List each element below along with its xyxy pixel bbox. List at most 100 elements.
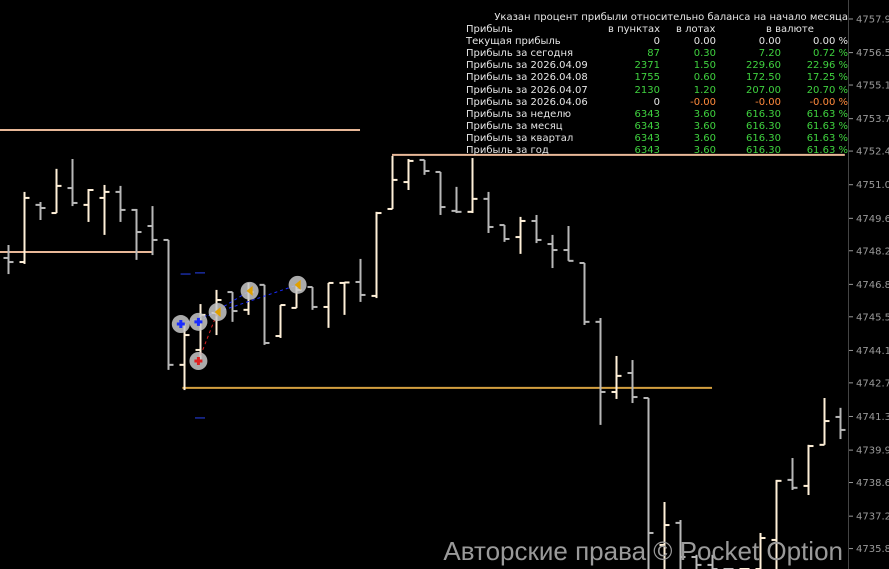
row-lots: 0.00 <box>693 36 716 48</box>
ohlc-bar <box>435 170 446 215</box>
close-arrow-icon <box>294 279 301 290</box>
ohlc-bar <box>515 216 526 254</box>
row-percent: 17.25 % <box>806 72 848 84</box>
row-label: Прибыль за 2026.04.07 <box>466 84 588 96</box>
ohlc-bar <box>179 324 190 391</box>
ohlc-bar <box>659 501 670 569</box>
profit-row: Прибыль за сегодня 87 0.30 7.20 0.72 % <box>466 48 850 60</box>
row-points: 6343 <box>634 108 660 120</box>
y-tick-label: 4735.85 <box>856 544 889 555</box>
y-tick-label: 4751.00 <box>856 180 889 191</box>
ohlc-bar <box>147 206 158 256</box>
close-arrow-icon <box>246 285 253 296</box>
row-points: 0 <box>653 36 660 48</box>
header-lots: в лотах <box>676 24 716 36</box>
ohlc-bar <box>371 211 382 299</box>
row-percent: 61.63 % <box>806 108 848 120</box>
ohlc-bar <box>115 185 126 222</box>
ohlc-bar <box>467 158 478 214</box>
profit-row: Прибыль за неделю 6343 3.60 616.30 61.63 % <box>466 109 850 121</box>
row-label: Прибыль за месяц <box>466 120 563 132</box>
row-label: Прибыль за 2026.04.06 <box>466 96 588 108</box>
ohlc-bar <box>691 554 702 569</box>
trade-connector <box>217 284 298 313</box>
row-label: Прибыль за неделю <box>466 108 572 120</box>
row-currency: 229.60 <box>746 60 781 72</box>
row-percent: -0.00 % <box>809 96 848 108</box>
ohlc-bar <box>99 184 110 235</box>
row-label: Прибыль за 2026.04.09 <box>466 60 588 72</box>
ohlc-bar <box>3 244 14 275</box>
row-currency: 616.30 <box>746 120 781 132</box>
row-lots: 1.20 <box>693 84 716 96</box>
ohlc-bar <box>131 208 142 260</box>
profit-row: Прибыль за 2026.04.06 0 -0.00 -0.00 -0.00 % <box>466 97 850 109</box>
row-lots: 3.60 <box>693 145 716 157</box>
header-label: Прибыль <box>466 24 513 36</box>
row-points: 1755 <box>634 72 660 84</box>
row-lots: 0.30 <box>693 48 716 60</box>
row-percent: 61.63 % <box>806 132 848 144</box>
ohlc-bar <box>643 396 654 569</box>
profit-panel: Указан процент прибыли относительно бала… <box>466 12 850 157</box>
row-lots: 3.60 <box>693 108 716 120</box>
y-tick-label: 4752.40 <box>856 147 889 158</box>
y-tick-label: 4749.60 <box>856 214 889 225</box>
y-tick-label: 4746.85 <box>856 280 889 291</box>
y-tick-label: 4757.90 <box>856 14 889 25</box>
ohlc-bar <box>67 159 78 207</box>
row-label: Прибыль за 2026.04.08 <box>466 72 588 84</box>
row-percent: 0.00 % <box>813 36 848 48</box>
y-tick-label: 4748.25 <box>856 246 889 257</box>
ohlc-bar <box>195 304 206 361</box>
ohlc-bar <box>819 397 830 446</box>
ohlc-bars <box>3 155 846 569</box>
ohlc-bar <box>627 360 638 404</box>
ohlc-bar <box>755 532 766 569</box>
row-points: 87 <box>647 48 660 60</box>
ohlc-bar <box>163 238 174 370</box>
row-points: 6343 <box>634 145 660 157</box>
row-points: 0 <box>653 96 660 108</box>
row-percent: 61.63 % <box>806 120 848 132</box>
ohlc-bar <box>35 201 46 221</box>
buy-arrow-icon <box>194 317 203 326</box>
ohlc-bar <box>547 234 558 269</box>
ohlc-bar <box>771 479 782 569</box>
panel-title-row: Указан процент прибыли относительно бала… <box>466 12 850 24</box>
ohlc-bar <box>563 226 574 262</box>
profit-row: Прибыль за 2026.04.09 2371 1.50 229.60 22.96… <box>466 60 850 72</box>
ohlc-bar <box>595 318 606 425</box>
ohlc-bar <box>275 304 286 338</box>
sell-marker-icon <box>189 351 208 370</box>
level-lines <box>0 128 845 389</box>
ohlc-bar <box>355 258 366 302</box>
y-tick-label: 4744.10 <box>856 346 889 357</box>
row-percent: 22.96 % <box>806 60 848 72</box>
close-marker-icon <box>240 281 259 300</box>
buy-marker-icon <box>189 312 208 331</box>
ohlc-bar <box>531 214 542 244</box>
ohlc-bar <box>259 283 270 345</box>
ohlc-bar <box>83 188 94 222</box>
y-tick-label: 4738.60 <box>856 478 889 489</box>
profit-row: Прибыль за 2026.04.08 1755 0.60 172.50 17.25… <box>466 72 850 84</box>
ohlc-bar <box>51 168 62 215</box>
y-tick-label: 4742.75 <box>856 378 889 389</box>
row-points: 6343 <box>634 132 660 144</box>
ohlc-bar <box>707 554 718 569</box>
ohlc-bar <box>803 444 814 496</box>
profit-row: Текущая прибыль 0 0.00 0.00 0.00 % <box>466 36 850 48</box>
trade-markers <box>171 272 307 419</box>
profit-row: Прибыль за год 6343 3.60 616.30 61.63 % <box>466 145 850 157</box>
row-percent: 0.72 % <box>813 48 848 60</box>
y-tick-label: 4755.15 <box>856 81 889 92</box>
ohlc-bar <box>419 158 430 175</box>
row-currency: 0.00 <box>758 36 781 48</box>
row-lots: 3.60 <box>693 120 716 132</box>
ohlc-bar <box>835 407 846 440</box>
row-label: Прибыль за год <box>466 145 549 157</box>
row-lots: 1.50 <box>693 60 716 72</box>
ohlc-bar <box>323 281 334 328</box>
